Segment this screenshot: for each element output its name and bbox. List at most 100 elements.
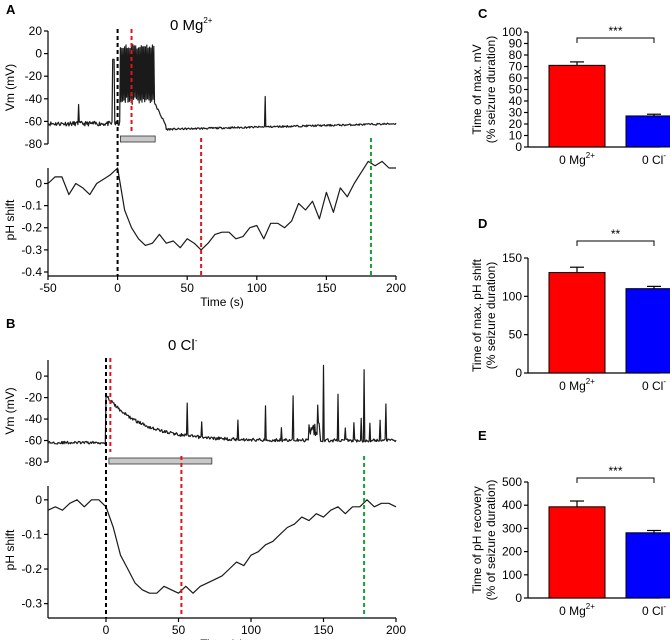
b-xtick-label: 150: [313, 623, 333, 637]
panel-e-letter: E: [478, 428, 487, 443]
c-ytick-label: 90: [509, 37, 523, 51]
a-xtick-label: 50: [181, 281, 195, 295]
panel-d-letter: D: [478, 216, 487, 231]
c-ytick-label: 70: [509, 60, 523, 74]
d-ytick-label: 0: [515, 366, 522, 380]
e-ytick-label: 500: [502, 475, 522, 489]
e-significance-label: ***: [608, 464, 622, 478]
panel-e: 0 100 200 300 400 500 Time of pH recovery (% of…: [470, 464, 670, 618]
panel-b: 0 -20 -40 -60 -80 Vm (mV) 0 -0.1 -0.2 -0.3 pH shif…: [3, 358, 406, 640]
d-ytick-label: 50: [509, 328, 523, 342]
panel-b-letter: B: [6, 316, 15, 331]
a-ph-ytick-label: -0.1: [21, 199, 42, 213]
d-significance-label: **: [611, 227, 621, 241]
c-ytick-label: 0: [515, 140, 522, 154]
b-ph-ytick-label: -0.3: [21, 597, 42, 611]
a-ph-ytick-label: -0.3: [21, 243, 42, 257]
e-ylabel: Time of pH recovery (% of seizure duratio…: [470, 480, 498, 601]
c-ytick-label: 80: [509, 48, 523, 62]
b-ph-ylabel: pH shift: [3, 529, 17, 570]
b-xtick-label: 50: [172, 623, 186, 637]
c-ytick-label: 50: [509, 83, 523, 97]
a-seizure-bar: [119, 135, 156, 143]
b-vm-ylabel-line-1: Vm (mV): [3, 387, 17, 434]
c-ylabel-line-1: Time of max. mV: [470, 44, 484, 134]
e-ylabel-line-1: Time of pH recovery: [470, 486, 484, 594]
a-vm-ytick-label: -20: [25, 69, 43, 83]
c-ylabel: Time of max. mV (% seizure duration): [470, 36, 498, 143]
a-xtick-label: 150: [316, 281, 336, 295]
e-category-1: 0 Mg2+: [559, 602, 595, 618]
b-ph-trace: [47, 499, 397, 594]
e-ytick-label: 400: [502, 498, 522, 512]
c-bar-1: [548, 64, 606, 148]
b-xlabel: Time (s): [200, 637, 244, 640]
d-ylabel: Time of max. pH shift (% seizure duration…: [470, 258, 498, 372]
panel-c-letter: C: [478, 6, 488, 21]
a-vm-ylabel: Vm (mV): [3, 64, 17, 111]
d-ylabel-line-2: (% seizure duration): [484, 262, 498, 369]
d-significance-bracket: [576, 240, 655, 246]
a-xlabel: Time (s): [200, 295, 244, 309]
d-bar-2: [625, 288, 670, 374]
b-xtick-label: 100: [241, 623, 261, 637]
b-xtick-label: 0: [103, 623, 110, 637]
panel-b-condition: 0 Cl-: [168, 336, 198, 354]
c-category-1: 0 Mg2+: [559, 151, 595, 167]
e-bar-2: [625, 532, 670, 599]
a-vm-ylabel-line-1: Vm (mV): [3, 64, 17, 111]
panel-a-condition: 0 Mg2+: [170, 16, 213, 34]
c-category-2: 0 Cl-: [642, 151, 666, 167]
b-ph-ytick-label: 0: [35, 493, 42, 507]
d-ytick-label: 150: [502, 251, 522, 265]
b-vm-ylabel: Vm (mV): [3, 387, 17, 434]
a-vm-ytick-label: -80: [25, 137, 43, 151]
a-vm-ytick-label: -60: [25, 114, 43, 128]
a-xtick-label: 100: [247, 281, 267, 295]
e-significance-bracket: [576, 477, 655, 483]
b-seizure-bar: [108, 457, 213, 465]
e-category-2: 0 Cl-: [642, 602, 666, 618]
a-vm-ytick-label: 0: [35, 47, 42, 61]
a-ph-ytick-label: -0.4: [21, 265, 42, 279]
e-ytick-label: 300: [502, 521, 522, 535]
e-ytick-label: 200: [502, 545, 522, 559]
a-vm-trace: [47, 43, 397, 131]
c-ytick-label: 20: [509, 117, 523, 131]
d-category-1: 0 Mg2+: [559, 377, 595, 393]
a-ph-ylabel-line-1: pH shift: [3, 199, 17, 240]
a-xtick-label: 200: [386, 281, 406, 295]
b-xtick-label: 200: [386, 623, 406, 637]
panel-d: 0 50 100 150 Time of max. pH shift (% seizure…: [470, 227, 670, 393]
c-bar-2: [625, 115, 670, 148]
c-ytick-label: 100: [502, 25, 522, 39]
b-ph-ylabel-line-1: pH shift: [3, 529, 17, 570]
c-ytick-label: 30: [509, 106, 523, 120]
a-ph-ytick-label: -0.2: [21, 221, 42, 235]
a-xtick-label: 0: [114, 281, 121, 295]
c-ytick-label: 10: [509, 129, 523, 143]
a-ph-ylabel: pH shift: [3, 199, 17, 240]
e-bar-1: [548, 506, 606, 599]
b-vm-trace: [47, 364, 397, 445]
e-ytick-label: 100: [502, 568, 522, 582]
c-ylabel-line-2: (% seizure duration): [484, 36, 498, 143]
d-ylabel-line-1: Time of max. pH shift: [470, 258, 484, 372]
c-ytick-label: 60: [509, 71, 523, 85]
d-bar-1: [548, 272, 606, 374]
b-vm-ytick-label: -20: [25, 391, 43, 405]
c-significance-label: ***: [608, 24, 622, 38]
b-ph-ytick-label: -0.1: [21, 527, 42, 541]
panel-a-letter: A: [6, 2, 16, 17]
c-ytick-label: 40: [509, 94, 523, 108]
b-vm-ytick-label: -40: [25, 412, 43, 426]
b-vm-ytick-label: 0: [35, 369, 42, 383]
b-vm-ytick-label: -80: [25, 455, 43, 469]
e-ytick-label: 0: [515, 591, 522, 605]
d-category-2: 0 Cl-: [642, 377, 666, 393]
d-ytick-label: 100: [502, 289, 522, 303]
b-vm-ytick-label: -60: [25, 434, 43, 448]
